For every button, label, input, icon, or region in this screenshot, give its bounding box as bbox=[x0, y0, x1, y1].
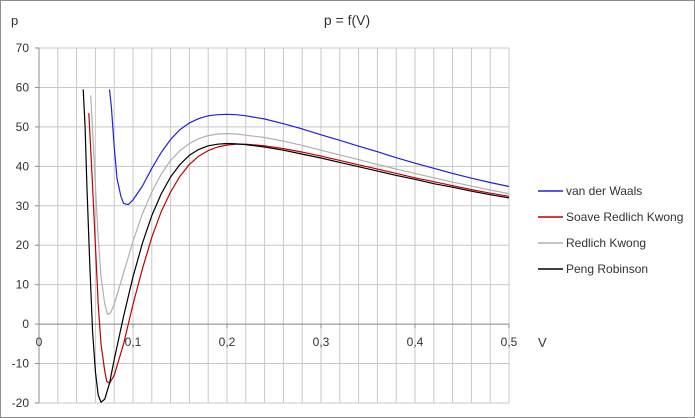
x-axis-title: V bbox=[538, 335, 547, 350]
y-axis-title: p bbox=[11, 13, 18, 28]
y-tick-label: 60 bbox=[16, 80, 30, 94]
series-line-van-der-waals bbox=[108, 89, 509, 206]
y-tick-label: 0 bbox=[22, 317, 29, 331]
y-tick-label: 70 bbox=[16, 41, 30, 55]
legend: van der Waals Soave Redlich Kwong Redlich … bbox=[538, 184, 683, 276]
x-tick-label: 0,4 bbox=[407, 335, 424, 349]
y-tick-label: 20 bbox=[16, 238, 30, 252]
tick-labels: -20 -10 0 10 20 30 40 50 60 70 0 0,1 0,2 0,3 0,4 0,5 bbox=[12, 41, 518, 410]
chart-title: p = f(V) bbox=[324, 12, 370, 28]
legend-label-soave-redlich-kwong: Soave Redlich Kwong bbox=[566, 210, 683, 224]
y-tick-label: -20 bbox=[12, 396, 30, 410]
axes bbox=[35, 47, 510, 404]
x-tick-label: 0,3 bbox=[313, 335, 330, 349]
y-tick-label: 30 bbox=[16, 199, 30, 213]
y-tick-label: 10 bbox=[16, 278, 30, 292]
y-tick-label: 50 bbox=[16, 120, 30, 134]
grid-lines bbox=[38, 47, 510, 404]
y-tick-label: -10 bbox=[12, 357, 30, 371]
x-tick-label: 0 bbox=[36, 335, 43, 349]
legend-label-redlich-kwong: Redlich Kwong bbox=[566, 236, 646, 250]
legend-label-van-der-waals: van der Waals bbox=[566, 184, 642, 198]
series-line-soave-redlich-kwong bbox=[88, 113, 509, 384]
series-line-redlich-kwong bbox=[90, 95, 509, 315]
y-tick-label: 40 bbox=[16, 159, 30, 173]
series-lines bbox=[82, 89, 509, 403]
x-tick-label: 0,1 bbox=[125, 335, 142, 349]
series-line-peng-robinson bbox=[82, 89, 509, 403]
x-tick-label: 0,2 bbox=[219, 335, 236, 349]
x-tick-label: 0,5 bbox=[501, 335, 518, 349]
legend-label-peng-robinson: Peng Robinson bbox=[566, 262, 648, 276]
